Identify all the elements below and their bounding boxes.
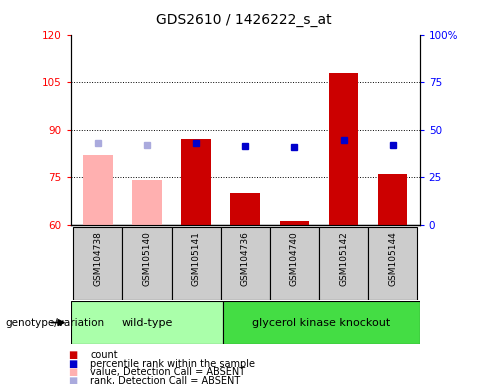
Text: count: count	[90, 350, 118, 360]
Text: glycerol kinase knockout: glycerol kinase knockout	[252, 318, 390, 328]
Text: GSM105144: GSM105144	[388, 231, 397, 286]
Text: GSM104736: GSM104736	[241, 231, 250, 286]
Bar	[132, 180, 162, 225]
Bar	[270, 227, 319, 300]
Bar	[122, 227, 171, 300]
Bar	[73, 35, 122, 225]
Text: GSM105140: GSM105140	[142, 231, 151, 286]
Bar	[280, 222, 309, 225]
Bar	[83, 155, 113, 225]
Text: value, Detection Call = ABSENT: value, Detection Call = ABSENT	[90, 367, 245, 377]
Bar	[221, 227, 270, 300]
Bar	[71, 301, 223, 344]
Bar	[270, 35, 319, 225]
Bar	[171, 227, 221, 300]
Bar	[73, 227, 122, 300]
Text: percentile rank within the sample: percentile rank within the sample	[90, 359, 255, 369]
Bar	[368, 227, 417, 300]
Bar	[122, 35, 171, 225]
Bar	[223, 301, 420, 344]
Text: GSM105142: GSM105142	[339, 231, 348, 286]
Bar	[182, 139, 211, 225]
Text: wild-type: wild-type	[121, 318, 173, 328]
Bar	[368, 35, 417, 225]
Bar	[230, 193, 260, 225]
Bar	[221, 35, 270, 225]
Text: GSM104740: GSM104740	[290, 231, 299, 286]
Bar	[329, 73, 358, 225]
Text: ■: ■	[68, 376, 78, 384]
Text: GDS2610 / 1426222_s_at: GDS2610 / 1426222_s_at	[156, 13, 332, 27]
Text: GSM105141: GSM105141	[192, 231, 201, 286]
Bar	[378, 174, 407, 225]
Bar	[319, 227, 368, 300]
Text: ■: ■	[68, 359, 78, 369]
Bar	[319, 35, 368, 225]
Text: ■: ■	[68, 367, 78, 377]
Text: ■: ■	[68, 350, 78, 360]
Text: genotype/variation: genotype/variation	[5, 318, 104, 328]
Text: rank, Detection Call = ABSENT: rank, Detection Call = ABSENT	[90, 376, 241, 384]
Text: GSM104738: GSM104738	[93, 231, 102, 286]
Bar	[171, 35, 221, 225]
